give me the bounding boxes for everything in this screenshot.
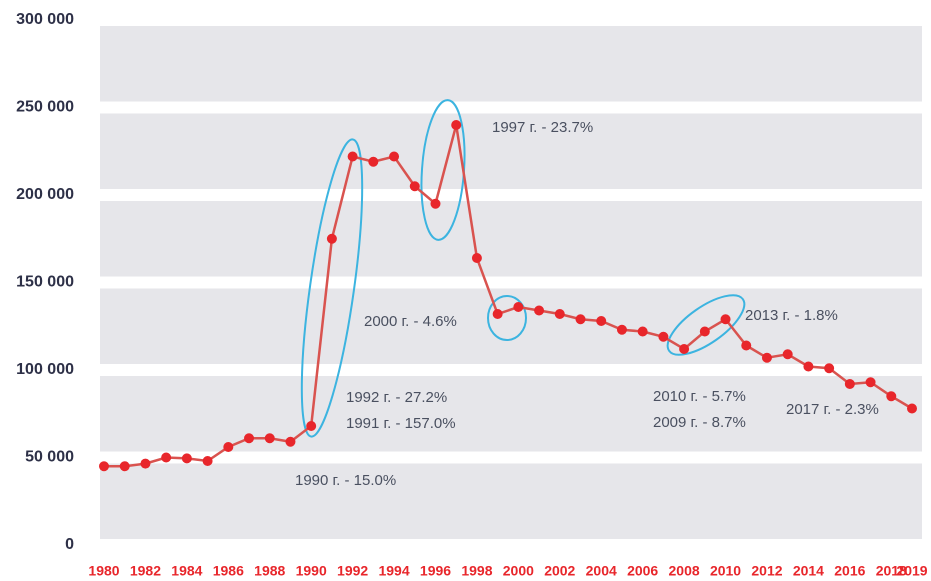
x-tick-label: 2012	[751, 563, 782, 579]
annotation: 1997 г. - 23.7%	[492, 119, 593, 136]
x-tick-label: 2008	[669, 563, 700, 579]
point	[285, 436, 296, 447]
x-tick-label: 1998	[461, 563, 492, 579]
point	[347, 151, 358, 162]
x-tick-label: 1992	[337, 563, 368, 579]
point	[471, 253, 482, 263]
point	[223, 442, 234, 452]
x-tick-label: 1980	[88, 563, 119, 579]
y-tick-label: 100 000	[16, 361, 74, 378]
point	[761, 352, 772, 363]
x-tick-label: 2016	[834, 563, 865, 579]
point	[720, 314, 731, 325]
annotation: 2009 г. - 8.7%	[653, 414, 746, 431]
x-tick-label: 2004	[586, 563, 617, 579]
point	[782, 349, 793, 360]
point	[741, 340, 752, 351]
point	[513, 302, 524, 312]
y-tick-label: 300 000	[16, 11, 74, 28]
point	[99, 461, 109, 472]
point	[181, 453, 192, 464]
point	[244, 433, 255, 444]
x-tick-label: 1988	[254, 563, 285, 579]
bands	[100, 26, 922, 539]
highlight-ellipse	[487, 295, 527, 341]
point	[679, 344, 690, 354]
y-tick-label: 50 000	[25, 449, 74, 466]
point	[492, 309, 503, 319]
point	[202, 456, 213, 466]
x-tick-label: 1982	[130, 563, 161, 579]
point	[451, 120, 462, 130]
grid-band	[100, 376, 922, 452]
y-tick-label: 250 000	[16, 99, 74, 116]
annotation: 2000 г. - 4.6%	[364, 313, 457, 330]
point	[907, 403, 917, 414]
point	[658, 331, 669, 342]
annotation: 1990 г. - 15.0%	[295, 472, 396, 489]
grid-band	[100, 113, 922, 189]
point	[637, 326, 648, 337]
point	[886, 391, 897, 402]
x-tick-label: 2000	[503, 563, 534, 579]
highlight-ellipse	[300, 138, 364, 438]
point	[326, 233, 337, 244]
point	[368, 156, 379, 167]
point	[596, 316, 607, 326]
point	[616, 324, 627, 335]
point	[161, 452, 172, 463]
point	[306, 421, 317, 431]
annotation: 1992 г. - 27.2%	[346, 389, 447, 406]
point	[865, 377, 876, 388]
point	[140, 458, 151, 469]
point	[264, 433, 275, 444]
y-tick-label: 150 000	[16, 274, 74, 291]
annotation: 2010 г. - 5.7%	[653, 388, 746, 405]
point	[803, 361, 814, 372]
annotation: 1991 г. - 157.0%	[346, 415, 456, 432]
x-tick-label: 2010	[710, 563, 741, 579]
grid-band	[100, 26, 922, 102]
y-tick-label: 0	[65, 536, 74, 553]
x-tick-label: 2006	[627, 563, 658, 579]
point	[554, 309, 565, 319]
point	[699, 326, 710, 337]
point	[575, 314, 586, 325]
x-tick-label: 1986	[213, 563, 244, 579]
y-tick-label: 200 000	[16, 186, 74, 203]
x-tick-label: 2002	[544, 563, 575, 579]
x-tick-label: 1994	[378, 563, 409, 579]
x-tick-label: 2018	[876, 563, 907, 579]
x-tick-label: 2014	[793, 563, 824, 579]
point	[389, 151, 400, 162]
point	[409, 181, 420, 192]
point	[534, 305, 545, 316]
annotation: 2017 г. - 2.3%	[786, 401, 879, 418]
grid-band	[100, 288, 922, 364]
annotation: 2013 г. - 1.8%	[745, 307, 838, 324]
point	[824, 363, 835, 374]
grid-band	[100, 201, 922, 277]
point	[844, 379, 855, 389]
point	[430, 198, 441, 209]
x-tick-label: 1996	[420, 563, 451, 579]
x-tick-label: 1984	[171, 563, 202, 579]
line	[104, 124, 913, 468]
x-tick-label: 1990	[296, 563, 327, 579]
highlight-ellipse	[666, 294, 746, 356]
x-tick-label: 2019	[896, 563, 927, 579]
point	[119, 461, 130, 472]
grid-band	[100, 463, 922, 539]
